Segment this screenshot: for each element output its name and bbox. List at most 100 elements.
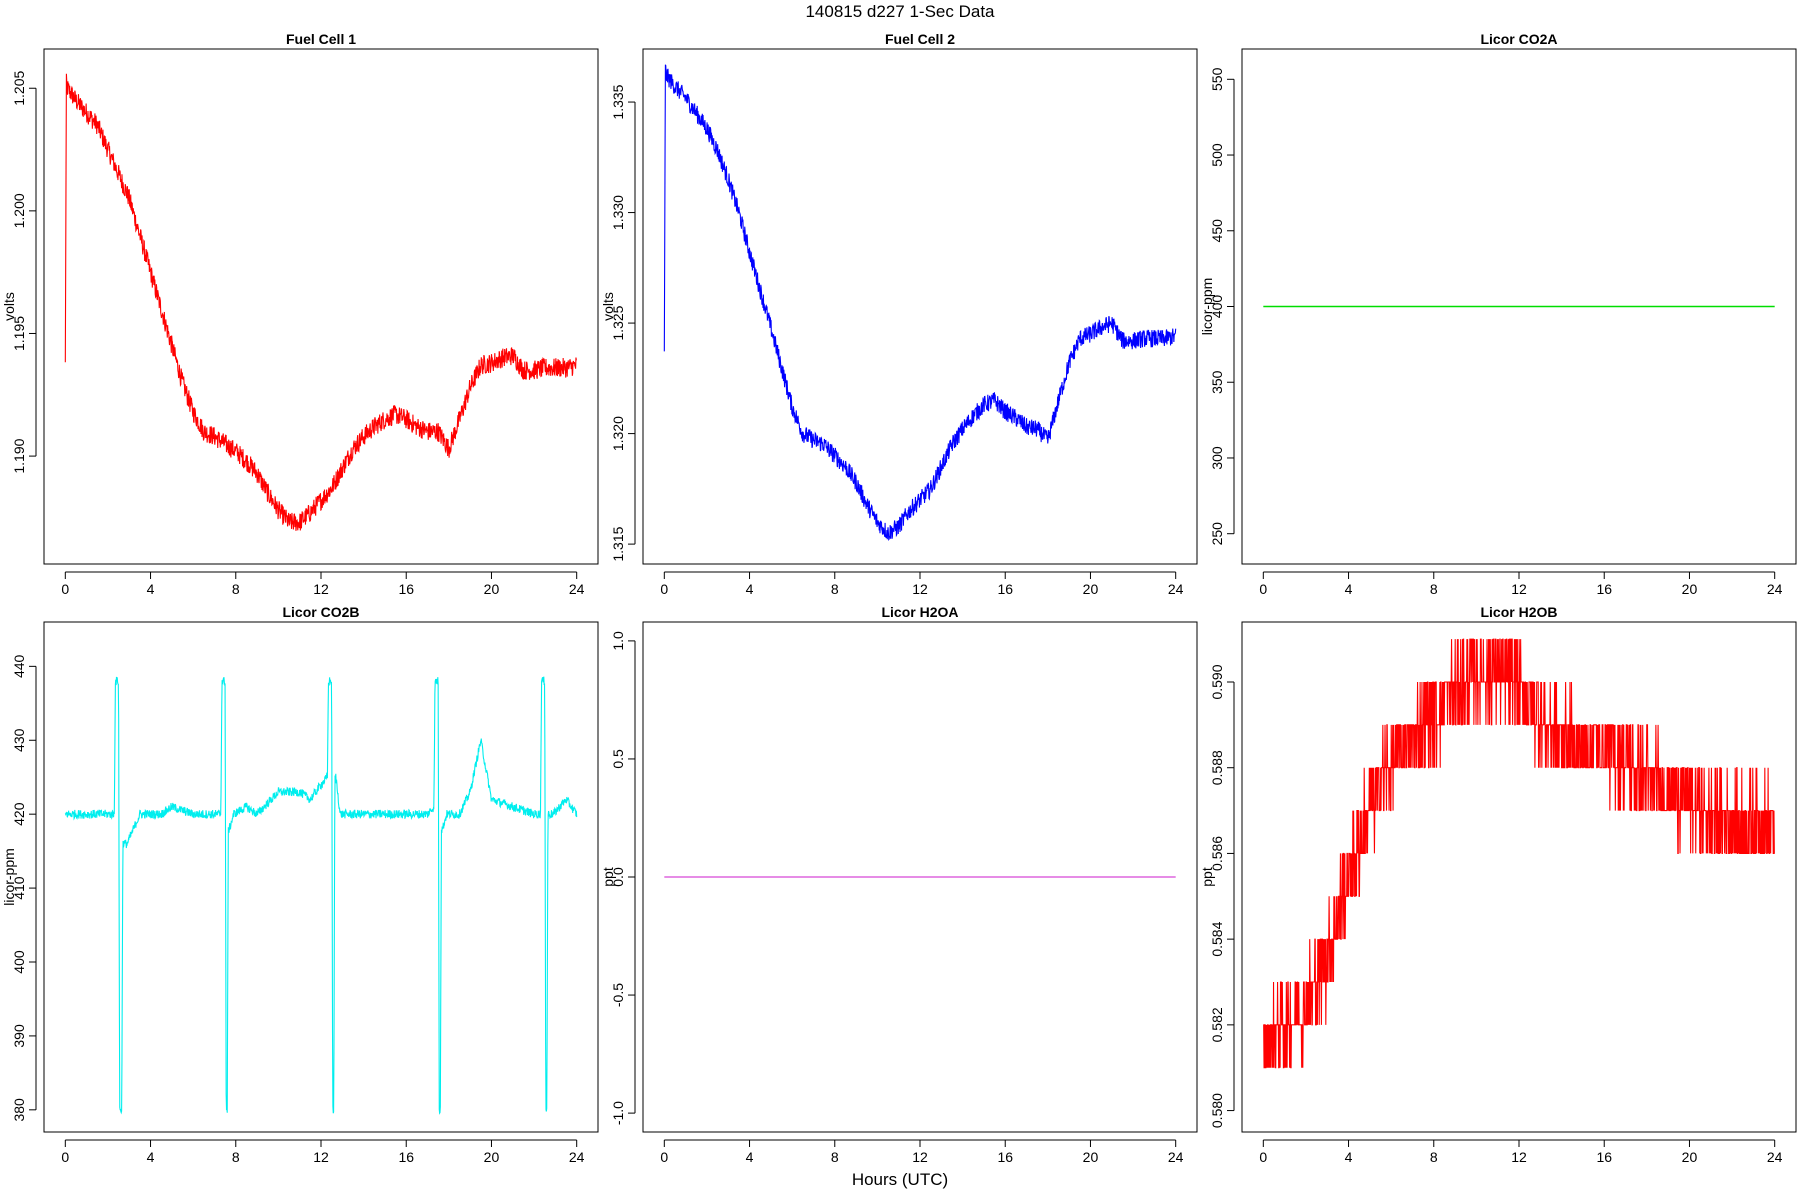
y-tick-label: 1.190 <box>11 438 27 473</box>
x-tick-label: 16 <box>398 581 414 597</box>
y-tick-label: 350 <box>1209 370 1225 394</box>
chart-title: Fuel Cell 2 <box>885 31 955 47</box>
y-tick-label: 250 <box>1209 522 1225 546</box>
x-tick-label: 20 <box>1682 1149 1698 1165</box>
x-tick-label: 4 <box>147 1149 155 1165</box>
x-tick-label: 20 <box>484 1149 500 1165</box>
x-tick-label: 8 <box>831 581 839 597</box>
x-tick-label: 4 <box>746 1149 754 1165</box>
chart-title: Licor H2OA <box>881 604 958 620</box>
y-tick-label: 550 <box>1209 67 1225 91</box>
x-tick-label: 12 <box>1511 581 1527 597</box>
chart-panel-5: Licor H2OA 0 4 8 12 16 20 24 -1.0 -0.5 0.0 0.5 1.0 pp… <box>600 604 1198 1165</box>
y-axis-label: volts <box>1 292 17 321</box>
y-axis-label: ppt <box>1199 867 1215 887</box>
y-tick-label: -1.0 <box>610 1101 626 1125</box>
y-tick-label: 390 <box>11 1024 27 1048</box>
y-tick-label: 0.582 <box>1209 1007 1225 1042</box>
x-tick-label: 24 <box>1767 1149 1783 1165</box>
x-tick-label: 0 <box>1259 1149 1267 1165</box>
x-tick-label: 20 <box>1083 1149 1099 1165</box>
y-tick-label: 0.588 <box>1209 750 1225 785</box>
x-tick-label: 4 <box>746 581 754 597</box>
x-tick-label: 24 <box>1168 581 1184 597</box>
y-tick-label: 1.195 <box>11 316 27 351</box>
chart-panel-6: Licor H2OB 0 4 8 12 16 20 24 0.580 0.582 0.584 0.58… <box>1199 604 1797 1165</box>
y-axis-label: ppt <box>600 867 616 887</box>
page-title: 140815 d227 1-Sec Data <box>805 2 995 21</box>
x-tick-label: 24 <box>569 1149 585 1165</box>
y-tick-label: 380 <box>11 1098 27 1122</box>
chart-panel-2: Fuel Cell 2 0 4 8 12 16 20 24 1.315 1.320 1.325 1.3… <box>600 31 1198 597</box>
x-tick-label: 12 <box>912 1149 928 1165</box>
y-axis-label: volts <box>600 292 616 321</box>
series-line <box>64 73 577 531</box>
chart-title: Fuel Cell 1 <box>286 31 356 47</box>
x-tick-label: 4 <box>1345 1149 1353 1165</box>
chart-panel-3: Licor CO2A 0 4 8 12 16 20 24 250 300 350 400 450 500 5… <box>1199 31 1797 597</box>
chart-title: Licor H2OB <box>1480 604 1557 620</box>
y-tick-label: 400 <box>1209 295 1225 319</box>
x-tick-label: 24 <box>1767 581 1783 597</box>
y-tick-label: 430 <box>11 728 27 752</box>
y-tick-label: 0.580 <box>1209 1093 1225 1128</box>
x-axis-label: Hours (UTC) <box>851 1170 949 1189</box>
x-tick-label: 16 <box>997 1149 1013 1165</box>
y-tick-label: 400 <box>11 950 27 974</box>
plot-frame <box>43 48 599 565</box>
x-tick-label: 8 <box>232 1149 240 1165</box>
x-tick-label: 12 <box>313 581 329 597</box>
x-tick-label: 20 <box>1083 581 1099 597</box>
series-line <box>663 64 1177 541</box>
chart-panel-4: Licor CO2B 0 4 8 12 16 20 24 380 390 400 410 420 430 4… <box>1 604 599 1165</box>
x-tick-label: 16 <box>398 1149 414 1165</box>
plot-frame <box>43 621 599 1133</box>
y-tick-label: 0.584 <box>1209 921 1225 956</box>
y-tick-label: 1.330 <box>610 195 626 230</box>
y-tick-label: 440 <box>11 654 27 678</box>
y-axis-label: licor-ppm <box>1199 278 1215 336</box>
x-tick-label: 16 <box>1596 1149 1612 1165</box>
y-tick-label: 1.325 <box>610 305 626 340</box>
series-line <box>1263 638 1775 1069</box>
plot-frame <box>642 48 1198 565</box>
y-tick-label: 420 <box>11 802 27 826</box>
plot-frame <box>642 621 1198 1133</box>
plot-frame <box>1241 48 1797 565</box>
x-tick-label: 16 <box>1596 581 1612 597</box>
x-tick-label: 12 <box>313 1149 329 1165</box>
x-tick-label: 0 <box>1259 581 1267 597</box>
x-tick-label: 0 <box>660 1149 668 1165</box>
y-tick-label: 410 <box>11 876 27 900</box>
y-tick-label: 1.0 <box>610 631 626 651</box>
y-tick-label: 1.320 <box>610 416 626 451</box>
x-tick-label: 4 <box>147 581 155 597</box>
series-line <box>64 676 578 1115</box>
x-tick-label: 8 <box>831 1149 839 1165</box>
y-tick-label: 1.200 <box>11 193 27 228</box>
x-tick-label: 8 <box>232 581 240 597</box>
y-tick-label: 500 <box>1209 143 1225 167</box>
chart-panel-1: Fuel Cell 1 0 4 8 12 16 20 24 1.190 1.195 1.200 1.2… <box>1 31 599 597</box>
y-tick-label: 1.205 <box>11 71 27 106</box>
x-tick-label: 8 <box>1430 581 1438 597</box>
y-tick-label: 300 <box>1209 446 1225 470</box>
x-tick-label: 12 <box>1511 1149 1527 1165</box>
y-tick-label: 0.0 <box>610 867 626 887</box>
x-tick-label: 0 <box>61 1149 69 1165</box>
y-tick-label: 450 <box>1209 219 1225 243</box>
x-tick-label: 24 <box>1168 1149 1184 1165</box>
y-tick-label: 1.335 <box>610 84 626 119</box>
chart-title: Licor CO2B <box>282 604 359 620</box>
x-tick-label: 24 <box>569 581 585 597</box>
x-tick-label: 4 <box>1345 581 1353 597</box>
x-tick-label: 20 <box>484 581 500 597</box>
y-tick-label: -0.5 <box>610 983 626 1007</box>
y-tick-label: 1.315 <box>610 526 626 561</box>
y-tick-label: 0.590 <box>1209 664 1225 699</box>
x-tick-label: 12 <box>912 581 928 597</box>
chart-title: Licor CO2A <box>1480 31 1557 47</box>
y-tick-label: 0.586 <box>1209 836 1225 871</box>
plot-frame <box>1241 621 1797 1133</box>
